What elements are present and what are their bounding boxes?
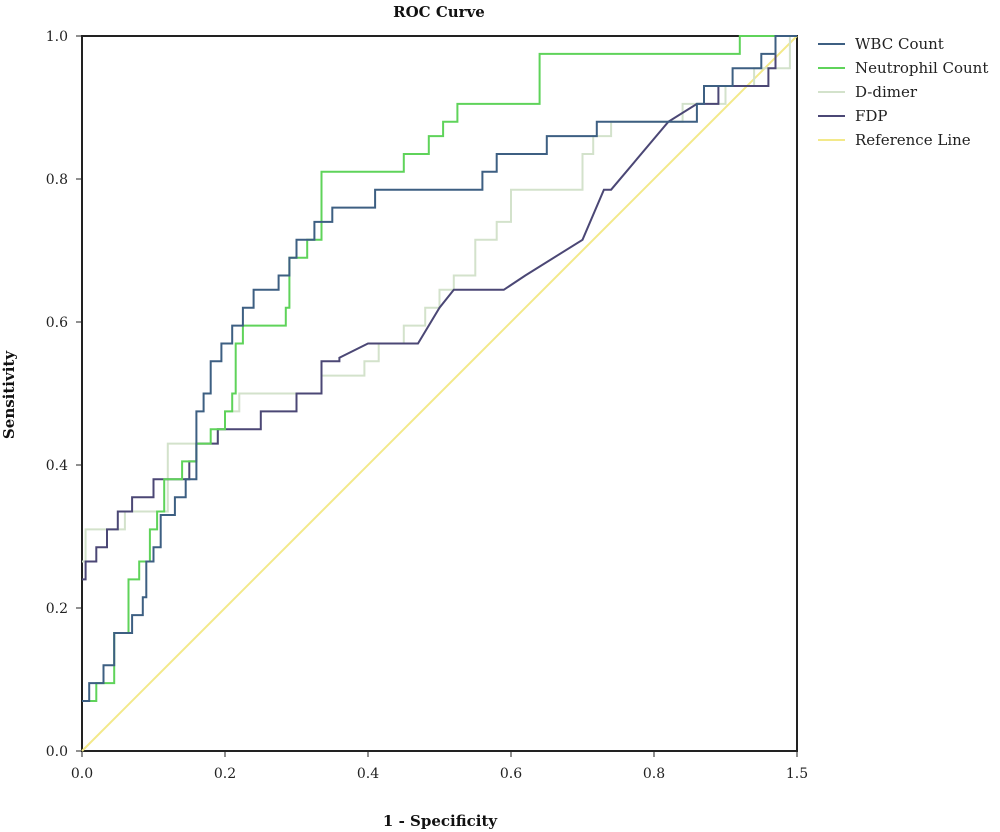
- y-tick-label: 0.8: [46, 172, 68, 188]
- legend-label-wbc-count: WBC Count: [855, 35, 944, 53]
- series-line-reference-line: [81, 35, 798, 752]
- y-tick-label: 0.4: [46, 458, 68, 474]
- x-tick-label: 0.0: [71, 766, 93, 782]
- x-tick-label: 0.4: [357, 766, 379, 782]
- x-tick-label: 0.6: [500, 766, 522, 782]
- x-axis-label: 1 - Specificity: [383, 812, 498, 830]
- y-axis-ticks: 0.0 0.2 0.4 0.6 0.8 1.0: [46, 29, 82, 760]
- y-tick-label: 0.6: [46, 315, 68, 331]
- legend-label-d-dimer: D-dimer: [855, 83, 918, 101]
- legend-label-reference-line: Reference Line: [855, 131, 971, 149]
- x-tick-label: 1.5: [786, 766, 808, 782]
- y-tick-label: 0.0: [46, 744, 68, 760]
- plot-frame: [81, 35, 798, 752]
- chart-title: ROC Curve: [393, 3, 485, 21]
- series-lines: [81, 35, 798, 752]
- legend-label-neutrophil-count: Neutrophil Count: [855, 59, 988, 77]
- series-line-neutrophil-count: [82, 35, 797, 702]
- x-tick-label: 0.2: [214, 766, 236, 782]
- y-tick-label: 0.2: [46, 601, 68, 617]
- series-line-fdp: [82, 35, 797, 581]
- x-tick-label: 0.8: [643, 766, 665, 782]
- x-axis-ticks: 0.0 0.2 0.4 0.6 0.8 1.5: [71, 751, 808, 782]
- legend: WBC Count Neutrophil Count D-dimer FDP Refer…: [818, 35, 988, 149]
- series-line-d-dimer: [82, 35, 797, 563]
- y-axis-label: Sensitivity: [0, 350, 18, 439]
- legend-label-fdp: FDP: [855, 107, 888, 125]
- series-line-wbc-count: [82, 35, 797, 702]
- y-tick-label: 1.0: [46, 29, 68, 45]
